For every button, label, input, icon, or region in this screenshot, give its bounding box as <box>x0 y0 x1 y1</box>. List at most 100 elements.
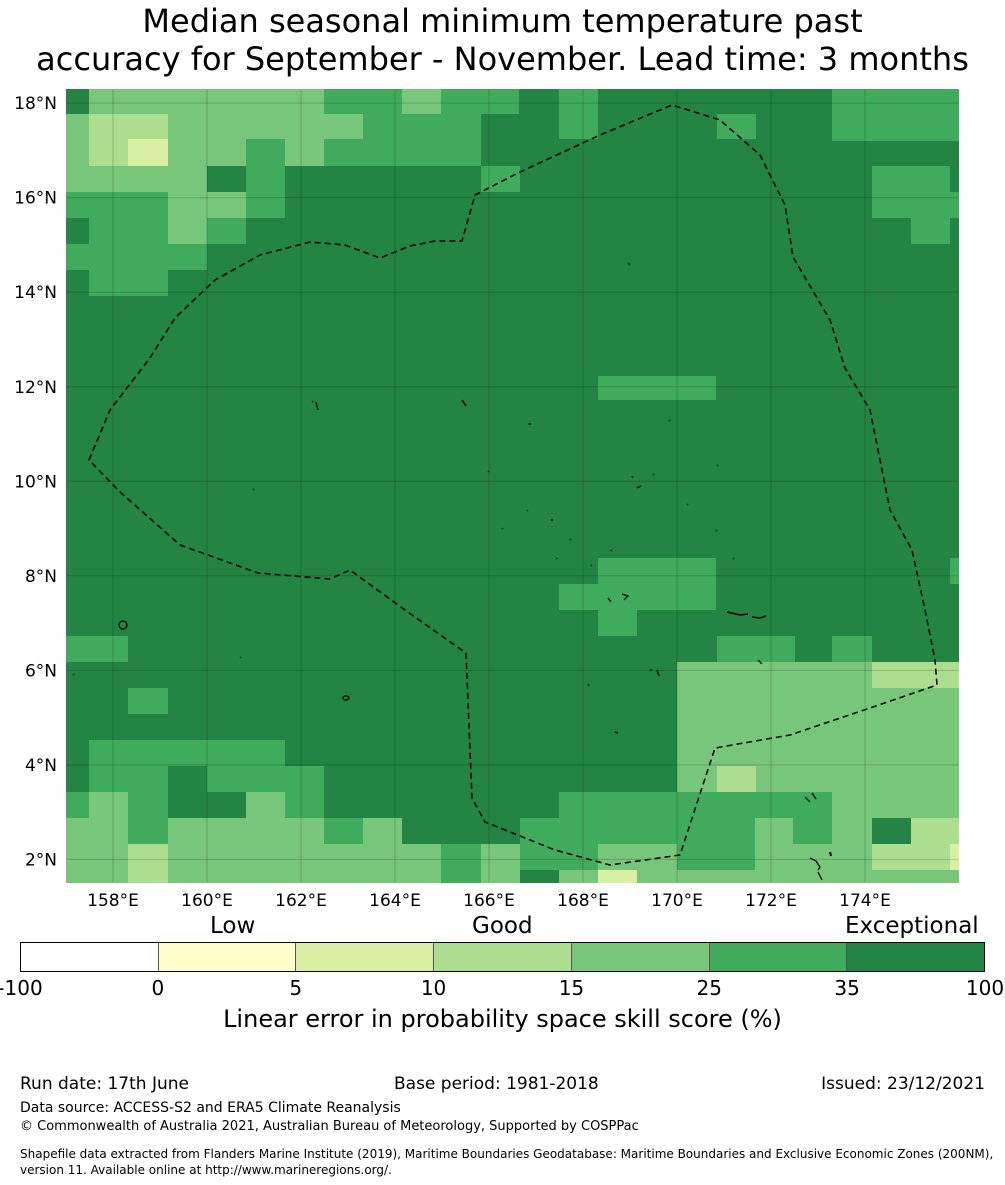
skill-cell <box>832 792 872 818</box>
data-source: Data source: ACCESS-S2 and ERA5 Climate … <box>20 1100 401 1116</box>
skill-cell <box>168 844 442 870</box>
lat-tick-label: 10°N <box>14 472 57 492</box>
skill-cell <box>128 870 168 883</box>
colorbar-tick-label: -100 <box>0 976 43 1000</box>
skill-cell <box>716 792 833 818</box>
skill-cell <box>363 818 402 844</box>
skill-cell <box>520 818 599 844</box>
colorbar-tick-label: 5 <box>289 976 303 1000</box>
legend-category-exceptional: Exceptional <box>845 913 979 939</box>
skill-cell <box>911 218 950 244</box>
lon-tick-label: 162°E <box>275 891 327 911</box>
colorbar-segment <box>846 943 985 971</box>
skill-cell <box>559 114 598 139</box>
lon-tick-label: 166°E <box>463 891 515 911</box>
colorbar-tick-label: 10 <box>420 976 447 1000</box>
skill-cell <box>66 818 128 844</box>
skill-cell <box>677 662 873 688</box>
skill-cell <box>559 792 677 818</box>
colorbar-tick-label: 35 <box>834 976 860 1000</box>
skill-cell <box>717 114 756 139</box>
skill-cell <box>872 192 959 218</box>
skill-cell <box>89 270 168 296</box>
skill-cell <box>89 870 128 883</box>
skill-cell <box>441 870 481 883</box>
skill-cell <box>717 636 795 662</box>
skill-cell <box>598 818 755 844</box>
skill-cell <box>756 766 832 792</box>
colorbar-segment <box>295 943 434 971</box>
colorbar-labels: -100 0 5 10 15 25 35 100 <box>0 976 1004 1002</box>
colorbar <box>20 942 985 972</box>
skill-cell <box>832 818 872 844</box>
skill-cell <box>66 870 90 883</box>
skill-cell <box>324 139 363 166</box>
skill-cell <box>950 844 959 870</box>
skill-cell <box>168 114 246 166</box>
lat-tick-label: 6°N <box>25 661 57 681</box>
skill-cell <box>598 844 677 870</box>
skill-cell <box>285 792 324 818</box>
title-line-1: Median seasonal minimum temperature past <box>142 2 863 40</box>
skill-cell <box>168 818 324 844</box>
run-date: Run date: 17th June <box>20 1074 189 1094</box>
skill-cell <box>793 818 832 844</box>
skill-grid <box>66 89 959 883</box>
skill-cell <box>717 766 756 792</box>
eez-boundary <box>88 104 938 866</box>
shapefile-credit-line-2: version 11. Available online at http://w… <box>20 1163 392 1177</box>
legend-category-good: Good <box>472 913 533 939</box>
skill-cell <box>598 610 637 636</box>
skill-cell <box>207 218 246 244</box>
skill-cell <box>755 818 793 844</box>
skill-cell <box>89 114 128 166</box>
skill-cell <box>66 792 90 818</box>
skill-cell <box>128 114 168 139</box>
skill-cell <box>832 766 959 792</box>
skill-cell <box>598 870 637 883</box>
skill-cell <box>66 636 128 662</box>
skill-cell <box>128 89 324 114</box>
lon-tick-label: 172°E <box>745 891 797 911</box>
lat-tick-label: 2°N <box>25 850 57 870</box>
island <box>809 857 823 881</box>
skill-cell <box>89 766 168 792</box>
island <box>118 620 128 630</box>
map-title: Median seasonal minimum temperature past… <box>0 2 1005 78</box>
skill-cell <box>324 818 363 844</box>
skill-cell <box>128 844 168 870</box>
skill-map: 158°E 160°E 162°E 164°E 166°E 168°E 170°E 172°E… <box>14 89 959 911</box>
lon-tick-label: 158°E <box>87 891 139 911</box>
skill-cell <box>520 844 599 870</box>
colorbar-tick-label: 100 <box>965 976 1005 1000</box>
skill-cell <box>89 218 168 244</box>
lon-tick-label: 164°E <box>369 891 421 911</box>
island <box>829 851 832 857</box>
shapefile-credit-line-1: Shapefile data extracted from Flanders M… <box>20 1147 994 1161</box>
skill-cell <box>66 244 207 270</box>
skill-cell <box>950 166 959 192</box>
skill-cell <box>128 139 168 166</box>
lon-tick-label: 160°E <box>181 891 233 911</box>
map-gridlines <box>66 89 959 883</box>
skill-cell <box>832 636 872 662</box>
skill-cell <box>559 89 598 114</box>
colorbar-tick-label: 15 <box>558 976 585 1000</box>
skill-cell <box>481 844 520 870</box>
skill-cell <box>677 740 872 766</box>
skill-cell <box>911 818 959 844</box>
eez-boundary-line <box>88 104 938 866</box>
skill-cell <box>66 844 128 870</box>
skill-cell <box>872 844 950 870</box>
skill-cell <box>598 558 716 584</box>
lon-tick-label: 168°E <box>557 891 609 911</box>
colorbar-segment <box>570 943 709 971</box>
skill-cell <box>246 114 324 139</box>
island <box>650 669 660 677</box>
skill-cell <box>872 792 959 818</box>
island-outlines <box>72 262 832 881</box>
skill-cell <box>872 166 950 192</box>
lon-tick-label: 170°E <box>651 891 703 911</box>
skill-cell <box>677 688 959 714</box>
base-period: Base period: 1981-2018 <box>394 1074 599 1094</box>
